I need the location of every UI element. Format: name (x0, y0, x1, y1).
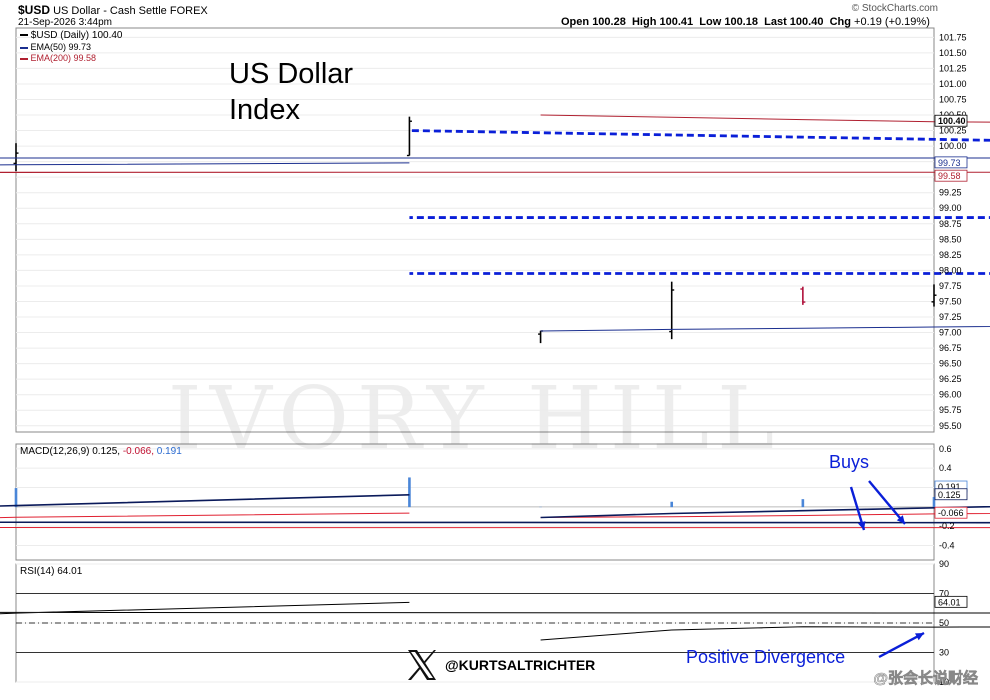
price-tick-label: 96.00 (939, 390, 962, 400)
macd-tick-label: 0.4 (939, 463, 952, 473)
legend-ema200: EMA(200) 99.58 (20, 53, 96, 63)
chart-datetime: 21-Sep-2026 3:44pm (18, 17, 112, 28)
macd-histogram-bar (408, 477, 411, 508)
price-tick-label: 95.50 (939, 421, 962, 431)
macd-histogram-bar (14, 488, 18, 508)
watermark-text: IVORY HILL (168, 369, 782, 469)
price-tick-label: 96.50 (939, 359, 962, 369)
macd-histogram-bar (932, 497, 936, 508)
social-handle: @KURTSALTRICHTER (405, 645, 595, 685)
rsi-tick-label: 30 (939, 648, 949, 658)
price-value-label: 99.58 (934, 169, 968, 182)
price-tick-label: 101.50 (939, 48, 967, 58)
footer-watermark: @张会长说财经 (873, 670, 978, 688)
legend-macd: MACD(12,26,9) 0.125, -0.066, 0.191 (20, 446, 182, 457)
ohlc-bar (13, 143, 19, 172)
divergence-annotation: Positive Divergence (686, 647, 846, 667)
macd-value-label: -0.066 (934, 506, 968, 519)
ohlc-bar (800, 286, 806, 305)
ohlc-bar (406, 116, 412, 157)
macd-tick-label: 0.6 (939, 444, 952, 454)
price-value-label: 100.40 (934, 114, 968, 127)
price-tick-label: 100.00 (939, 141, 967, 151)
x-logo-icon (408, 650, 436, 680)
legend-ema50: EMA(50) 99.73 (20, 42, 91, 52)
ohlc-bar (931, 284, 937, 307)
svg-text:0.191: 0.191 (938, 482, 961, 492)
chart-title: US Dollar Index (229, 58, 354, 126)
price-tick-label: 97.25 (939, 312, 962, 322)
price-tick-label: 100.25 (939, 126, 967, 136)
annotation-arrows (849, 480, 925, 659)
macd-histogram-bar (670, 501, 674, 508)
price-tick-label: 100.75 (939, 94, 967, 104)
svg-text:0.125: 0.125 (938, 490, 961, 500)
rsi-tick-label: 50 (939, 618, 949, 628)
price-tick-label: 97.50 (939, 296, 962, 306)
macd-histogram-bar (801, 499, 805, 508)
price-tick-label: 97.00 (939, 328, 962, 338)
open-value: 100.28 (592, 16, 626, 28)
macd-tick-label: -0.2 (939, 521, 955, 531)
rsi-tick-label: 10 (939, 677, 949, 687)
macd-histogram (14, 477, 936, 508)
svg-text:99.73: 99.73 (938, 158, 961, 168)
price-panel-frame (15, 27, 935, 433)
handle-text: @KURTSALTRICHTER (445, 657, 596, 673)
change-value: +0.19 (+0.19%) (854, 16, 930, 28)
legend-rsi: RSI(14) 64.01 (20, 566, 83, 577)
svg-text:64.01: 64.01 (938, 597, 961, 607)
price-tick-label: 95.75 (939, 405, 962, 415)
macd-value-label: 0.125 (934, 488, 968, 501)
price-tick-label: 98.25 (939, 250, 962, 260)
price-tick-label: 99.25 (939, 188, 962, 198)
price-tick-label: 98.50 (939, 234, 962, 244)
buys-annotation: Buys (829, 452, 870, 472)
exchange: FOREX (169, 5, 208, 17)
price-tick-label: 101.25 (939, 63, 967, 73)
macd-tick-label: -0.4 (939, 541, 955, 551)
rsi-tick-label: 90 (939, 559, 949, 569)
symbol: $USD (18, 3, 51, 17)
chart-header: $USD US Dollar - Cash Settle FOREX (18, 3, 208, 17)
rsi-tick-label: 70 (939, 589, 949, 599)
buys-arrow-right-icon (868, 480, 906, 525)
price-tick-label: 96.25 (939, 374, 962, 384)
price-tick-label: 97.75 (939, 281, 962, 291)
rsi-value-label: 64.01 (934, 595, 968, 608)
buys-arrow-left-icon (849, 486, 866, 531)
price-tick-label: 98.00 (939, 265, 962, 275)
high-value: 100.41 (659, 16, 694, 28)
price-tick-label: 101.00 (939, 79, 967, 89)
brand: © StockCharts.com (851, 3, 938, 14)
watermark-layer: IVORY HILL (168, 369, 782, 469)
svg-text:-0.066: -0.066 (938, 508, 964, 518)
last-value: 100.40 (789, 16, 824, 28)
price-tick-label: 101.75 (939, 32, 967, 42)
svg-text:100.40: 100.40 (938, 116, 966, 126)
price-tick-label: 96.75 (939, 343, 962, 353)
price-tick-label: 99.00 (939, 203, 962, 213)
price-value-label: 99.73 (934, 156, 968, 169)
instrument-name: US Dollar - Cash Settle (53, 5, 167, 17)
svg-text:99.58: 99.58 (938, 171, 961, 181)
low-value: 100.18 (724, 16, 758, 28)
ohlc-bar: Open 100.28 High 100.41 Low 100.18 Last … (561, 16, 930, 28)
price-tick-label: 98.75 (939, 219, 962, 229)
divergence-arrow-icon (878, 631, 925, 659)
legend-price: $USD (Daily) 100.40 (20, 30, 123, 41)
